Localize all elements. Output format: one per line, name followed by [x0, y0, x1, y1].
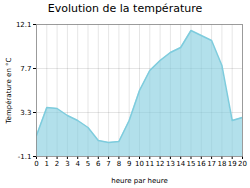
svg-text:7.7: 7.7 [20, 65, 31, 73]
svg-text:19: 19 [228, 160, 237, 168]
svg-text:-1.1: -1.1 [18, 153, 32, 161]
svg-text:11: 11 [145, 160, 154, 168]
svg-text:16: 16 [197, 160, 206, 168]
svg-text:13: 13 [166, 160, 175, 168]
svg-text:5: 5 [86, 160, 90, 168]
svg-text:2: 2 [55, 160, 59, 168]
svg-text:4: 4 [75, 160, 80, 168]
html-text:Evolution de la température: Evolution de la température [47, 2, 203, 15]
svg-text:12.1: 12.1 [16, 21, 32, 29]
svg-text:12: 12 [156, 160, 165, 168]
svg-text:10: 10 [135, 160, 144, 168]
svg-text:7: 7 [106, 160, 110, 168]
svg-text:18: 18 [217, 160, 226, 168]
svg-text:8: 8 [117, 160, 121, 168]
svg-text:3: 3 [65, 160, 69, 168]
svg-text:3.3: 3.3 [20, 109, 31, 117]
svg-text:15: 15 [187, 160, 196, 168]
svg-text:20: 20 [238, 160, 247, 168]
svg-text:9: 9 [127, 160, 131, 168]
svg-text:17: 17 [207, 160, 216, 168]
svg-text:heure par heure: heure par heure [111, 177, 167, 185]
svg-text:6: 6 [96, 160, 101, 168]
svg-text:1: 1 [45, 160, 49, 168]
svg-text:Température en °C: Température en °C [5, 57, 13, 124]
svg-text:0: 0 [34, 160, 38, 168]
svg-text:14: 14 [176, 160, 185, 168]
